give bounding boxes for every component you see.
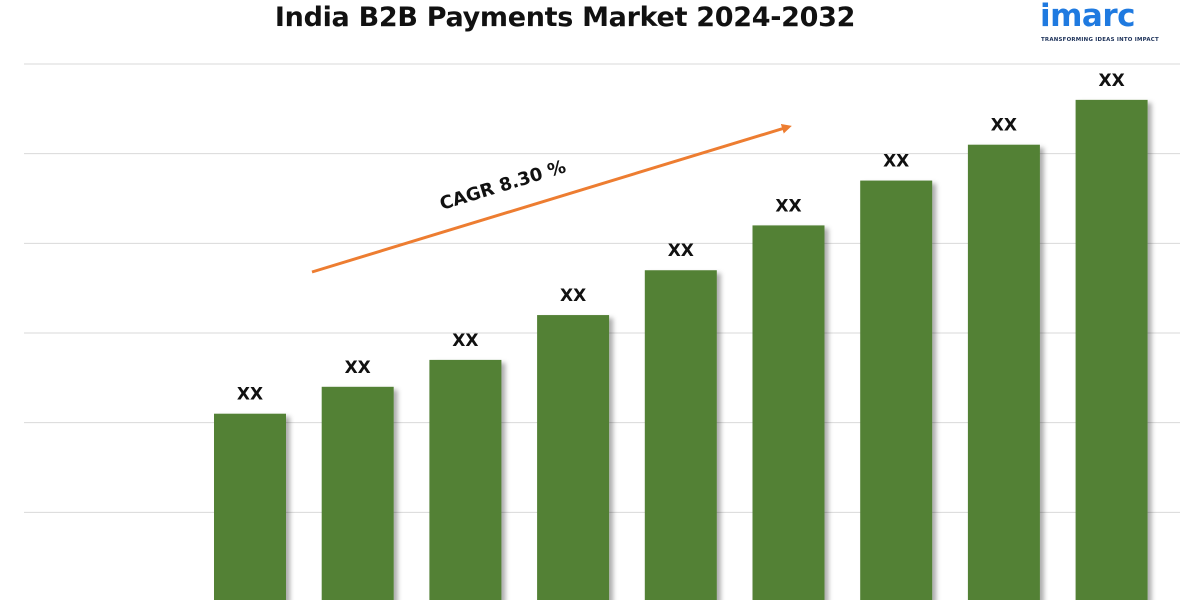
imarc-logo: imarc TRANSFORMING IDEAS INTO IMPACT [1040, 0, 1180, 48]
bar-value-label: XX [237, 385, 263, 405]
bar-value-label: XX [452, 331, 478, 351]
bar-value-labels: XX XX XX XX XX XX XX XX XX [237, 71, 1125, 405]
bar-value-label: XX [1098, 71, 1124, 91]
bar-2025 [321, 386, 394, 600]
cagr-annotation: CAGR 8.30 % [311, 123, 792, 274]
bar-2031 [967, 144, 1040, 600]
chart-title: India B2B Payments Market 2024-2032 [274, 2, 856, 33]
bar-value-label: XX [345, 358, 371, 378]
logo-wordmark: imarc [1040, 0, 1136, 34]
bar-value-label: XX [883, 152, 909, 172]
bar-value-label: XX [991, 116, 1017, 136]
bar-2026 [429, 359, 502, 600]
bar-value-label: XX [560, 286, 586, 306]
cagr-arrow [311, 123, 792, 274]
bars [214, 99, 1148, 600]
bar-2032 [1075, 99, 1148, 600]
bar-value-label: XX [668, 241, 694, 261]
bar-value-label: XX [775, 196, 801, 216]
bar-2027 [537, 315, 610, 600]
bar-2024 [214, 413, 286, 600]
logo-tagline: TRANSFORMING IDEAS INTO IMPACT [1041, 37, 1159, 43]
bar-2029 [752, 225, 825, 600]
cagr-label: CAGR 8.30 % [437, 156, 568, 214]
bar-2028 [644, 270, 717, 600]
bar-2030 [860, 180, 933, 600]
